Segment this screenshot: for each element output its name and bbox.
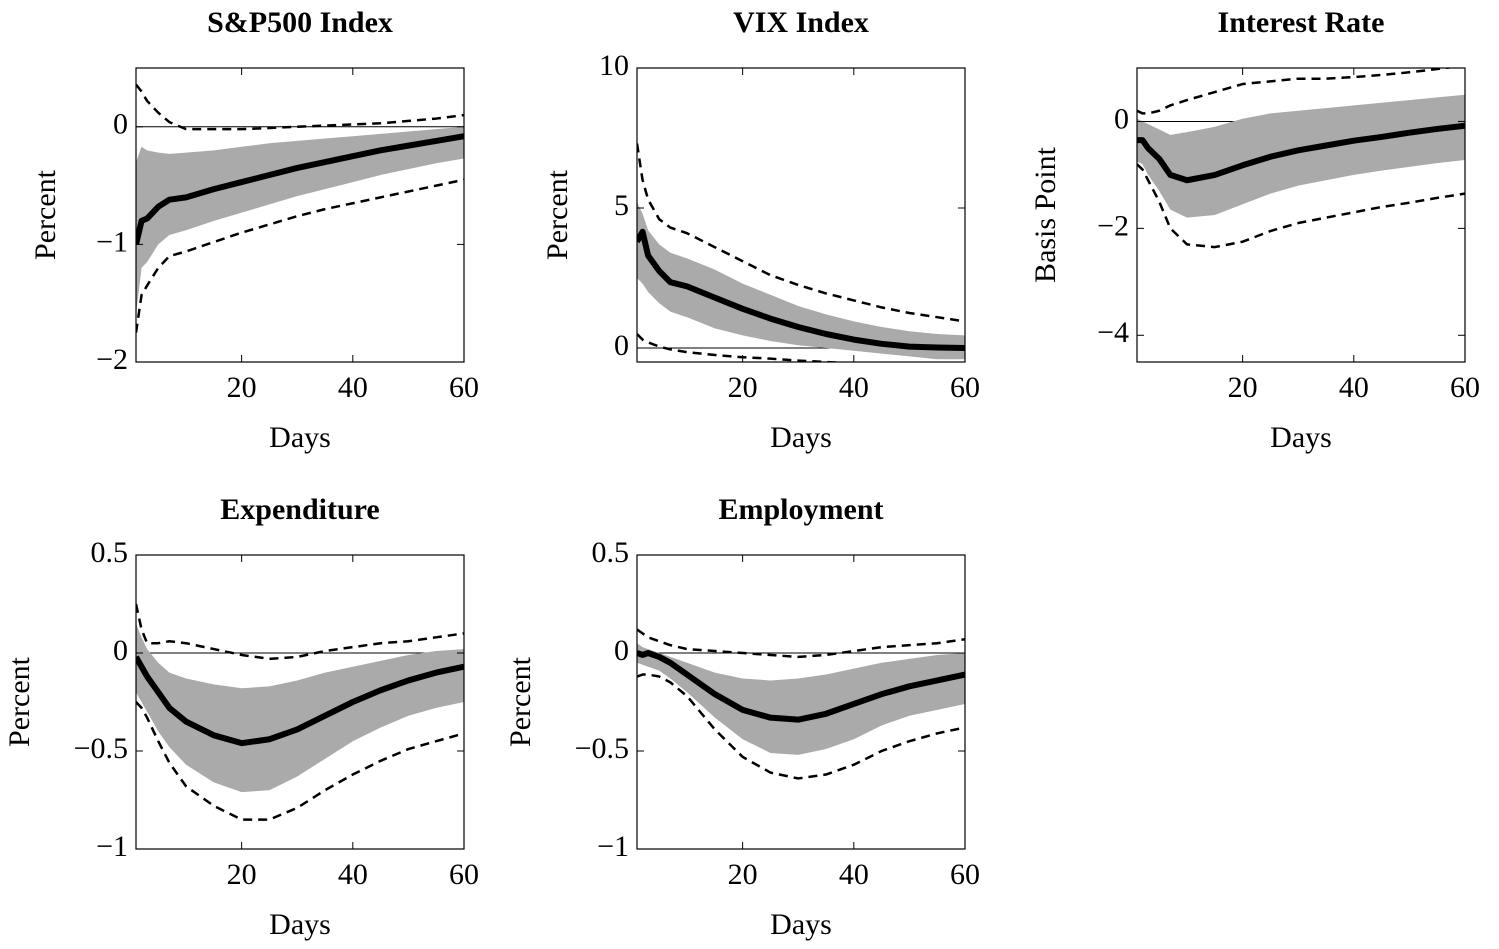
y-tick-label: −1: [597, 830, 629, 863]
x-axis-label: Days: [1270, 421, 1332, 454]
y-tick-label: 0: [614, 329, 629, 362]
y-tick-label: −0.5: [74, 732, 128, 765]
chart-title: S&P500 Index: [207, 6, 393, 39]
bound-line: [637, 143, 965, 323]
plot-frame: [636, 554, 966, 850]
x-tick-label: 60: [449, 858, 479, 891]
subplot: 20 40 60 −1 −0.5 0 0.5 Employment Days Percent: [504, 493, 980, 941]
y-tick-label: 0: [113, 108, 128, 141]
bound-line: [136, 178, 464, 333]
x-axis-label: Days: [269, 421, 331, 454]
y-tick-label: −1: [96, 830, 128, 863]
bound-line: [1137, 68, 1455, 115]
y-axis-label: Percent: [29, 169, 62, 260]
x-tick-label: 40: [839, 858, 869, 891]
plot-data: [637, 628, 965, 780]
y-tick-label: −2: [1097, 209, 1129, 242]
bound-line: [136, 701, 464, 821]
bound-line: [136, 83, 464, 131]
response-line: [136, 133, 464, 246]
x-tick-label: 40: [338, 858, 368, 891]
plot-frame: [1136, 67, 1466, 363]
subplot: 20 40 60 0 5 10 VIX Index Days Percent: [541, 6, 980, 454]
plot-data: [136, 83, 464, 333]
subplot: 20 40 60 −1 −0.5 0 0.5 Expenditure Days Percent: [3, 493, 479, 941]
x-tick-label: 60: [950, 858, 980, 891]
x-axis-label: Days: [770, 421, 832, 454]
plot-data: [637, 143, 965, 362]
response-line: [637, 228, 965, 351]
bound-line: [136, 603, 464, 661]
y-tick-label: 0: [614, 634, 629, 667]
x-tick-label: 40: [1339, 371, 1369, 404]
subplot: 20 40 60 −2 −1 0 S&P500 Index Days Percent: [29, 6, 479, 454]
x-tick-label: 20: [227, 858, 257, 891]
x-tick-label: 60: [1450, 371, 1480, 404]
y-tick-label: 10: [599, 49, 629, 82]
y-tick-label: −1: [96, 225, 128, 258]
confidence-band: [637, 643, 965, 755]
chart-title: VIX Index: [733, 6, 869, 39]
y-axis-label: Percent: [3, 656, 36, 747]
x-axis-label: Days: [269, 908, 331, 941]
bound-line: [637, 333, 851, 362]
bound-line: [637, 673, 965, 780]
y-tick-label: 0.5: [592, 536, 630, 569]
plot-frame: [135, 554, 465, 850]
y-axis-label: Percent: [541, 169, 574, 260]
plot-frame: [135, 67, 465, 363]
confidence-band: [1137, 94, 1465, 218]
x-tick-label: 20: [728, 858, 758, 891]
x-tick-label: 40: [839, 371, 869, 404]
confidence-band: [136, 623, 464, 793]
y-axis-label: Percent: [504, 656, 537, 747]
y-tick-label: −2: [96, 343, 128, 376]
y-tick-label: −0.5: [575, 732, 629, 765]
response-line: [637, 650, 965, 723]
x-tick-label: 20: [1228, 371, 1258, 404]
chart-title: Expenditure: [220, 493, 379, 526]
plot-data: [1137, 68, 1465, 249]
confidence-band: [136, 126, 464, 315]
confidence-band: [637, 202, 965, 360]
y-tick-label: 0.5: [91, 536, 129, 569]
plot-frame: [636, 67, 966, 363]
chart-title: Employment: [719, 493, 884, 526]
x-axis-label: Days: [770, 908, 832, 941]
x-tick-label: 60: [449, 371, 479, 404]
x-tick-label: 40: [338, 371, 368, 404]
y-tick-label: 0: [113, 634, 128, 667]
x-tick-label: 20: [728, 371, 758, 404]
response-line: [1137, 122, 1465, 184]
x-tick-label: 60: [950, 371, 980, 404]
bound-line: [1137, 163, 1465, 249]
y-tick-label: −4: [1097, 316, 1129, 349]
plot-data: [136, 603, 464, 821]
response-line: [136, 655, 464, 747]
chart-title: Interest Rate: [1218, 6, 1385, 39]
x-tick-label: 20: [227, 371, 257, 404]
subplot: 20 40 60 −4 −2 0 Interest Rate Days Basis Point: [1029, 6, 1480, 454]
y-axis-label: Basis Point: [1029, 146, 1062, 283]
y-tick-label: 5: [614, 189, 629, 222]
bound-line: [637, 628, 965, 659]
y-tick-label: 0: [1114, 102, 1129, 135]
